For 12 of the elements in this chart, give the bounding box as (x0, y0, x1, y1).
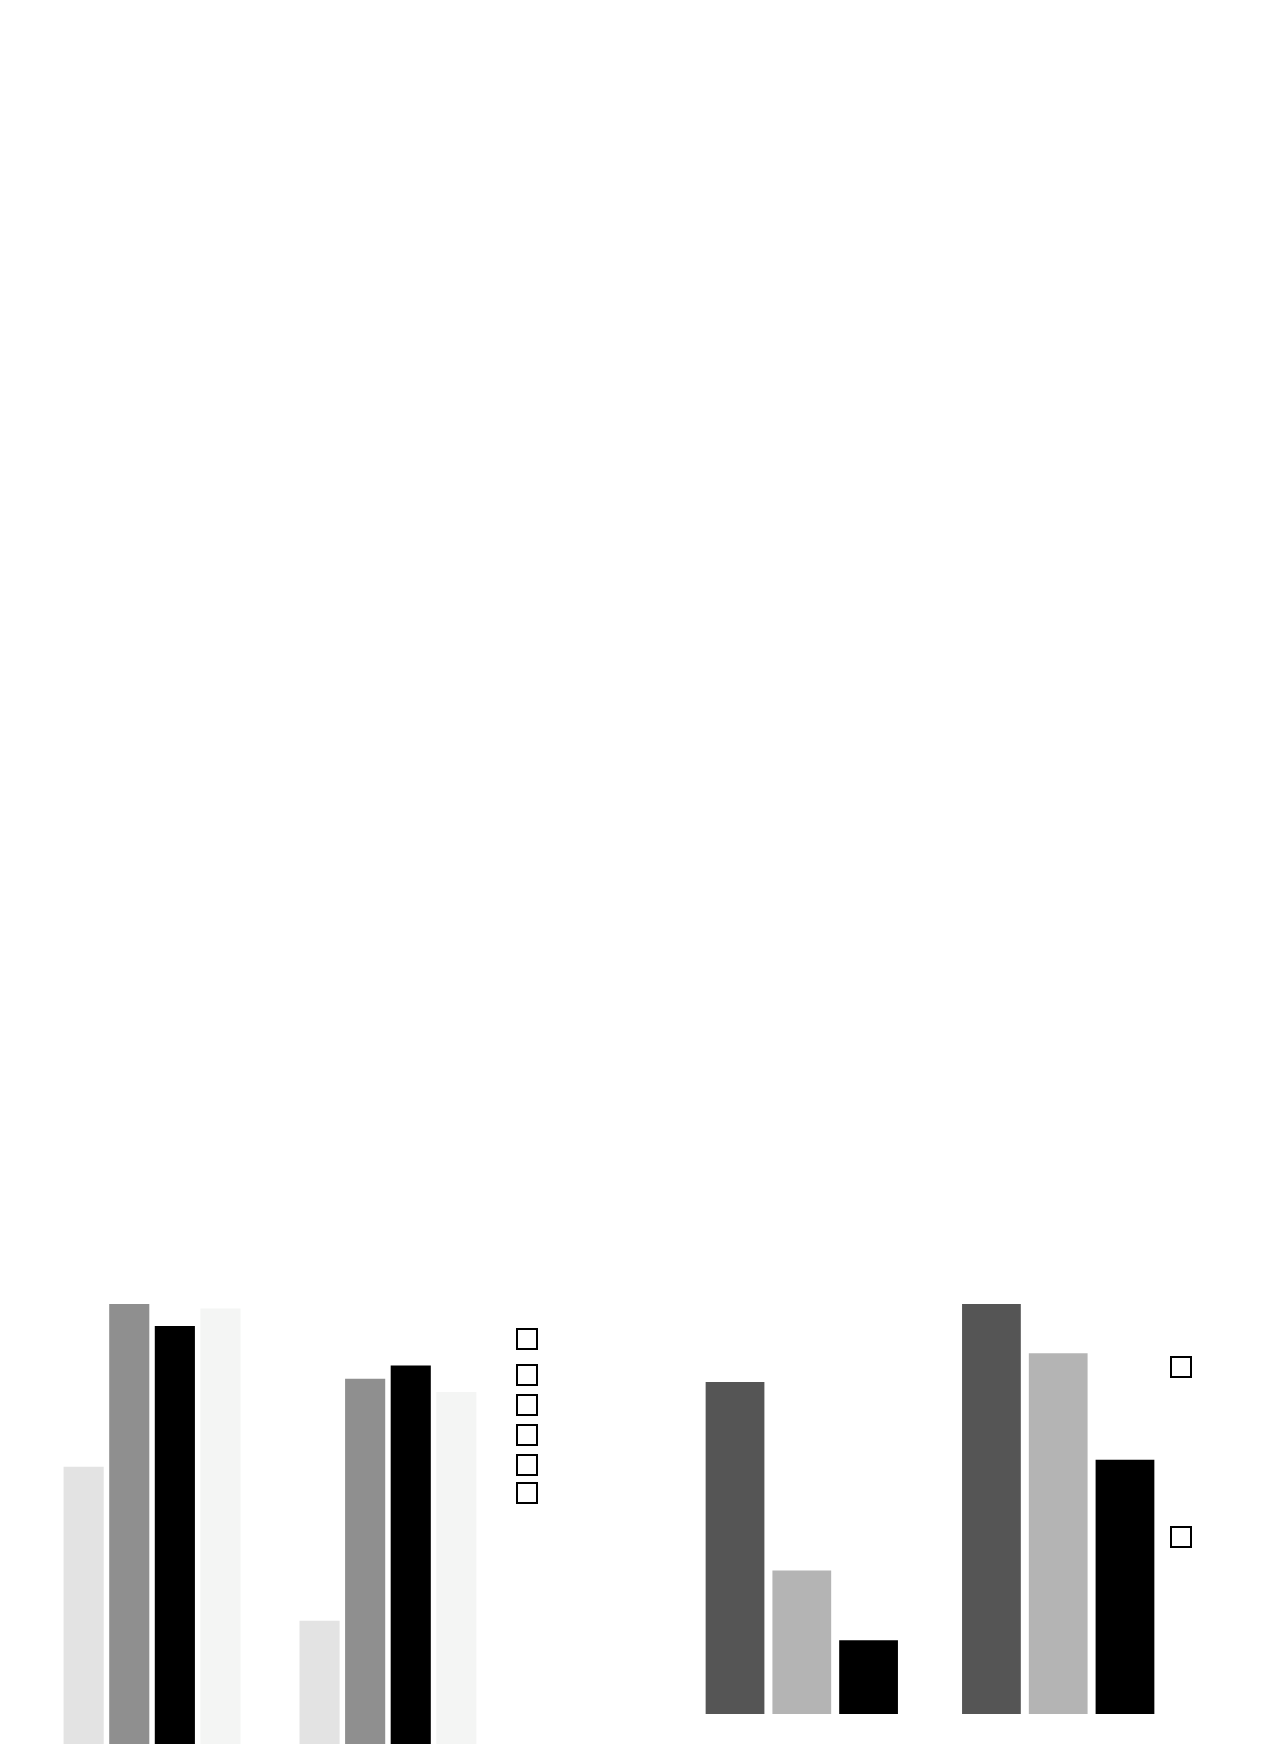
bar (154, 1326, 195, 1744)
bar (772, 1570, 832, 1714)
bar (345, 1378, 386, 1744)
bar (1028, 1353, 1088, 1714)
bar (390, 1365, 431, 1744)
bar (839, 1640, 898, 1714)
bar (109, 1304, 150, 1744)
bar (63, 1466, 104, 1744)
bar (962, 1304, 1021, 1714)
bar (705, 1381, 765, 1714)
bar (299, 1620, 340, 1744)
bar (1095, 1459, 1155, 1714)
